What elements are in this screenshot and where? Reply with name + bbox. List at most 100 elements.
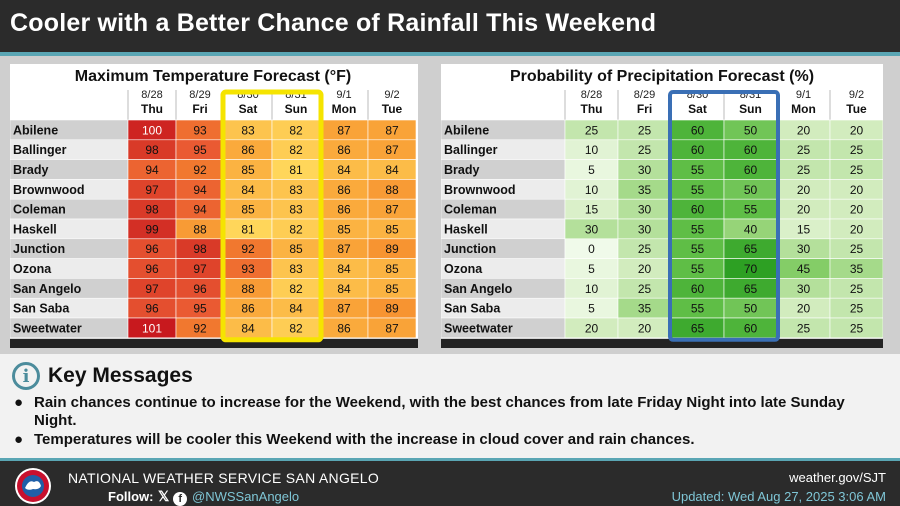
value-label: 10 (585, 143, 599, 157)
social-handle-link[interactable]: @NWSSanAngelo (192, 489, 300, 504)
value-label: 82 (289, 123, 303, 137)
city-label: Sweetwater (13, 321, 82, 335)
value-label: 81 (289, 163, 303, 177)
value-label: 25 (850, 282, 864, 296)
column-day: Fri (637, 102, 652, 116)
value-cell (829, 317, 883, 339)
value-label: 20 (850, 222, 864, 236)
value-label: 86 (337, 321, 351, 335)
value-label: 97 (145, 183, 159, 197)
city-label: Coleman (444, 203, 497, 217)
city-label: Ballinger (444, 143, 498, 157)
value-label: 55 (691, 183, 705, 197)
value-label: 83 (289, 183, 303, 197)
column-day: Thu (141, 102, 163, 116)
value-label: 60 (744, 321, 758, 335)
pop-table-title: Probability of Precipitation Forecast (%… (510, 68, 814, 85)
value-label: 55 (691, 163, 705, 177)
value-label: 50 (744, 123, 758, 137)
value-label: 25 (850, 302, 864, 316)
follow-label: Follow: (108, 489, 154, 504)
column-date: 9/2 (384, 89, 399, 101)
value-label: 84 (337, 282, 351, 296)
value-label: 94 (193, 203, 207, 217)
header-divider (0, 52, 900, 56)
value-label: 87 (337, 123, 351, 137)
value-label: 35 (638, 183, 652, 197)
nws-logo (15, 468, 51, 504)
value-label: 0 (588, 242, 595, 256)
value-label: 98 (145, 203, 159, 217)
column-day: Tue (846, 102, 867, 116)
value-label: 30 (585, 222, 599, 236)
social-icons: 𝕏 f (158, 488, 188, 506)
value-label: 98 (145, 143, 159, 157)
value-label: 55 (691, 302, 705, 316)
value-label: 55 (691, 242, 705, 256)
value-label: 96 (145, 262, 159, 276)
value-label: 50 (744, 302, 758, 316)
value-label: 97 (193, 262, 207, 276)
value-label: 87 (385, 203, 399, 217)
value-label: 85 (241, 163, 255, 177)
value-label: 88 (385, 183, 399, 197)
value-label: 60 (691, 203, 705, 217)
value-label: 81 (241, 222, 255, 236)
value-label: 87 (385, 143, 399, 157)
city-label: Brady (13, 163, 48, 177)
column-day: Thu (581, 102, 603, 116)
value-label: 20 (638, 262, 652, 276)
value-label: 99 (145, 222, 159, 236)
city-label: Ozona (13, 262, 52, 276)
value-label: 35 (638, 302, 652, 316)
city-label: Brady (444, 163, 479, 177)
key-message-2: Temperatures will be cooler this Weekend… (34, 431, 695, 448)
tables-area: Maximum Temperature Forecast (°F) 8/28 Thu… (0, 56, 900, 354)
value-label: 100 (142, 123, 162, 137)
facebook-icon[interactable]: f (173, 492, 188, 506)
precipitation-table: Probability of Precipitation Forecast (%… (441, 64, 883, 348)
website-link[interactable]: weather.gov/SJT (789, 470, 886, 485)
city-label: Haskell (444, 222, 488, 236)
value-label: 25 (797, 163, 811, 177)
value-label: 87 (337, 302, 351, 316)
value-label: 20 (585, 321, 599, 335)
city-label: Haskell (13, 222, 57, 236)
x-icon[interactable]: 𝕏 (158, 488, 170, 504)
value-label: 15 (585, 203, 599, 217)
value-label: 85 (289, 242, 303, 256)
value-label: 50 (744, 183, 758, 197)
value-label: 92 (241, 242, 255, 256)
agency-name: NATIONAL WEATHER SERVICE SAN ANGELO (68, 470, 380, 486)
column-date: 8/28 (141, 89, 162, 101)
value-label: 15 (797, 222, 811, 236)
city-label: Junction (444, 242, 496, 256)
column-date: 9/1 (796, 89, 811, 101)
value-label: 83 (289, 203, 303, 217)
value-label: 94 (193, 183, 207, 197)
value-label: 25 (585, 123, 599, 137)
value-label: 101 (142, 321, 162, 335)
footer-bar: NATIONAL WEATHER SERVICE SAN ANGELO Foll… (0, 458, 900, 506)
value-label: 20 (797, 302, 811, 316)
value-label: 96 (145, 242, 159, 256)
column-day: Tue (382, 102, 403, 116)
column-date: 9/2 (849, 89, 864, 101)
city-label: San Angelo (444, 282, 513, 296)
value-label: 60 (691, 123, 705, 137)
value-label: 82 (289, 321, 303, 335)
column-date: 8/28 (581, 89, 602, 101)
value-label: 70 (744, 262, 758, 276)
city-label: Sweetwater (444, 321, 513, 335)
value-label: 85 (385, 262, 399, 276)
column-day: Mon (791, 102, 816, 116)
city-label: San Saba (444, 302, 501, 316)
value-label: 25 (850, 321, 864, 335)
value-label: 94 (145, 163, 159, 177)
value-label: 82 (289, 282, 303, 296)
value-cell (367, 317, 417, 339)
value-label: 60 (744, 163, 758, 177)
value-label: 20 (850, 123, 864, 137)
page-title: Cooler with a Better Chance of Rainfall … (10, 9, 657, 37)
value-label: 87 (337, 242, 351, 256)
